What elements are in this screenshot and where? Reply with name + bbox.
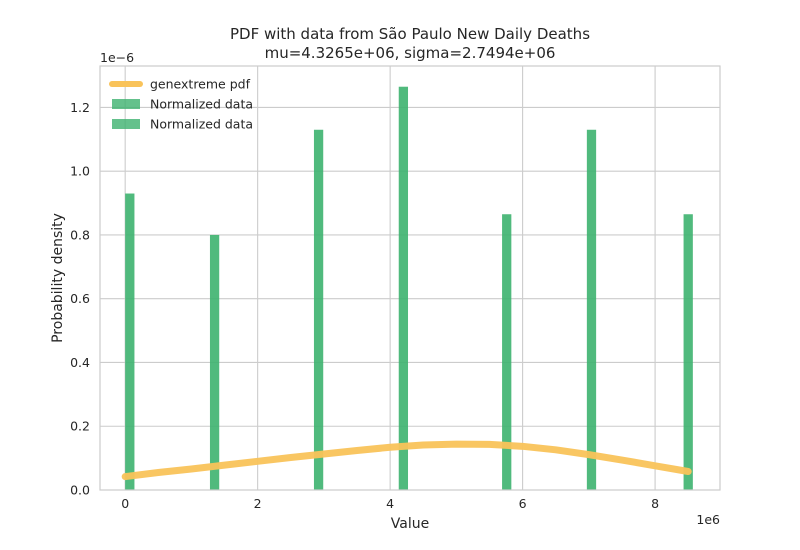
data-bar [586,129,597,490]
y-tick-label: 0.4 [70,355,90,370]
y-tick-label: 1.2 [70,100,90,115]
data-bar [125,193,135,490]
data-bar [398,86,409,490]
data-bar [209,234,220,490]
y-tick-label: 1.0 [70,164,90,179]
x-offset-label: 1e6 [696,512,720,527]
x-tick-label: 6 [519,496,527,511]
x-tick-label: 2 [254,496,262,511]
x-tick-label: 0 [121,496,129,511]
y-tick-label: 0.2 [70,419,90,434]
legend-swatch-bar [112,119,140,129]
ticks: 0 2 4 6 8 0.0 0.2 0.4 0.6 0.8 1.0 1.2 [70,100,659,511]
legend: genextreme pdf Normalized data Normalized … [109,77,253,132]
chart-title-line2: mu=4.3265e+06, sigma=2.7494e+06 [265,44,556,62]
plot-frame [99,65,721,491]
x-tick-label: 8 [651,496,659,511]
pdf-line-group [121,440,692,481]
bars [125,86,693,490]
y-offset-label: 1e−6 [100,50,134,65]
legend-entry-label: genextreme pdf [150,77,251,92]
pdf-line [121,440,692,481]
grid [100,66,720,491]
chart-title-line1: PDF with data from São Paulo New Daily D… [230,25,590,43]
y-tick-label: 0.0 [70,483,90,498]
data-bar [683,214,693,490]
x-tick-label: 4 [386,496,394,511]
x-axis-label: Value [391,516,429,532]
y-tick-label: 0.6 [70,291,90,306]
data-bar [313,129,324,490]
data-bar [502,214,512,490]
y-axis-label: Probability density [50,213,66,343]
plot-area [100,66,720,490]
legend-entry-label: Normalized data [150,97,253,112]
legend-swatch-bar [112,99,140,109]
legend-entry-label: Normalized data [150,117,253,132]
y-tick-label: 0.8 [70,227,90,242]
